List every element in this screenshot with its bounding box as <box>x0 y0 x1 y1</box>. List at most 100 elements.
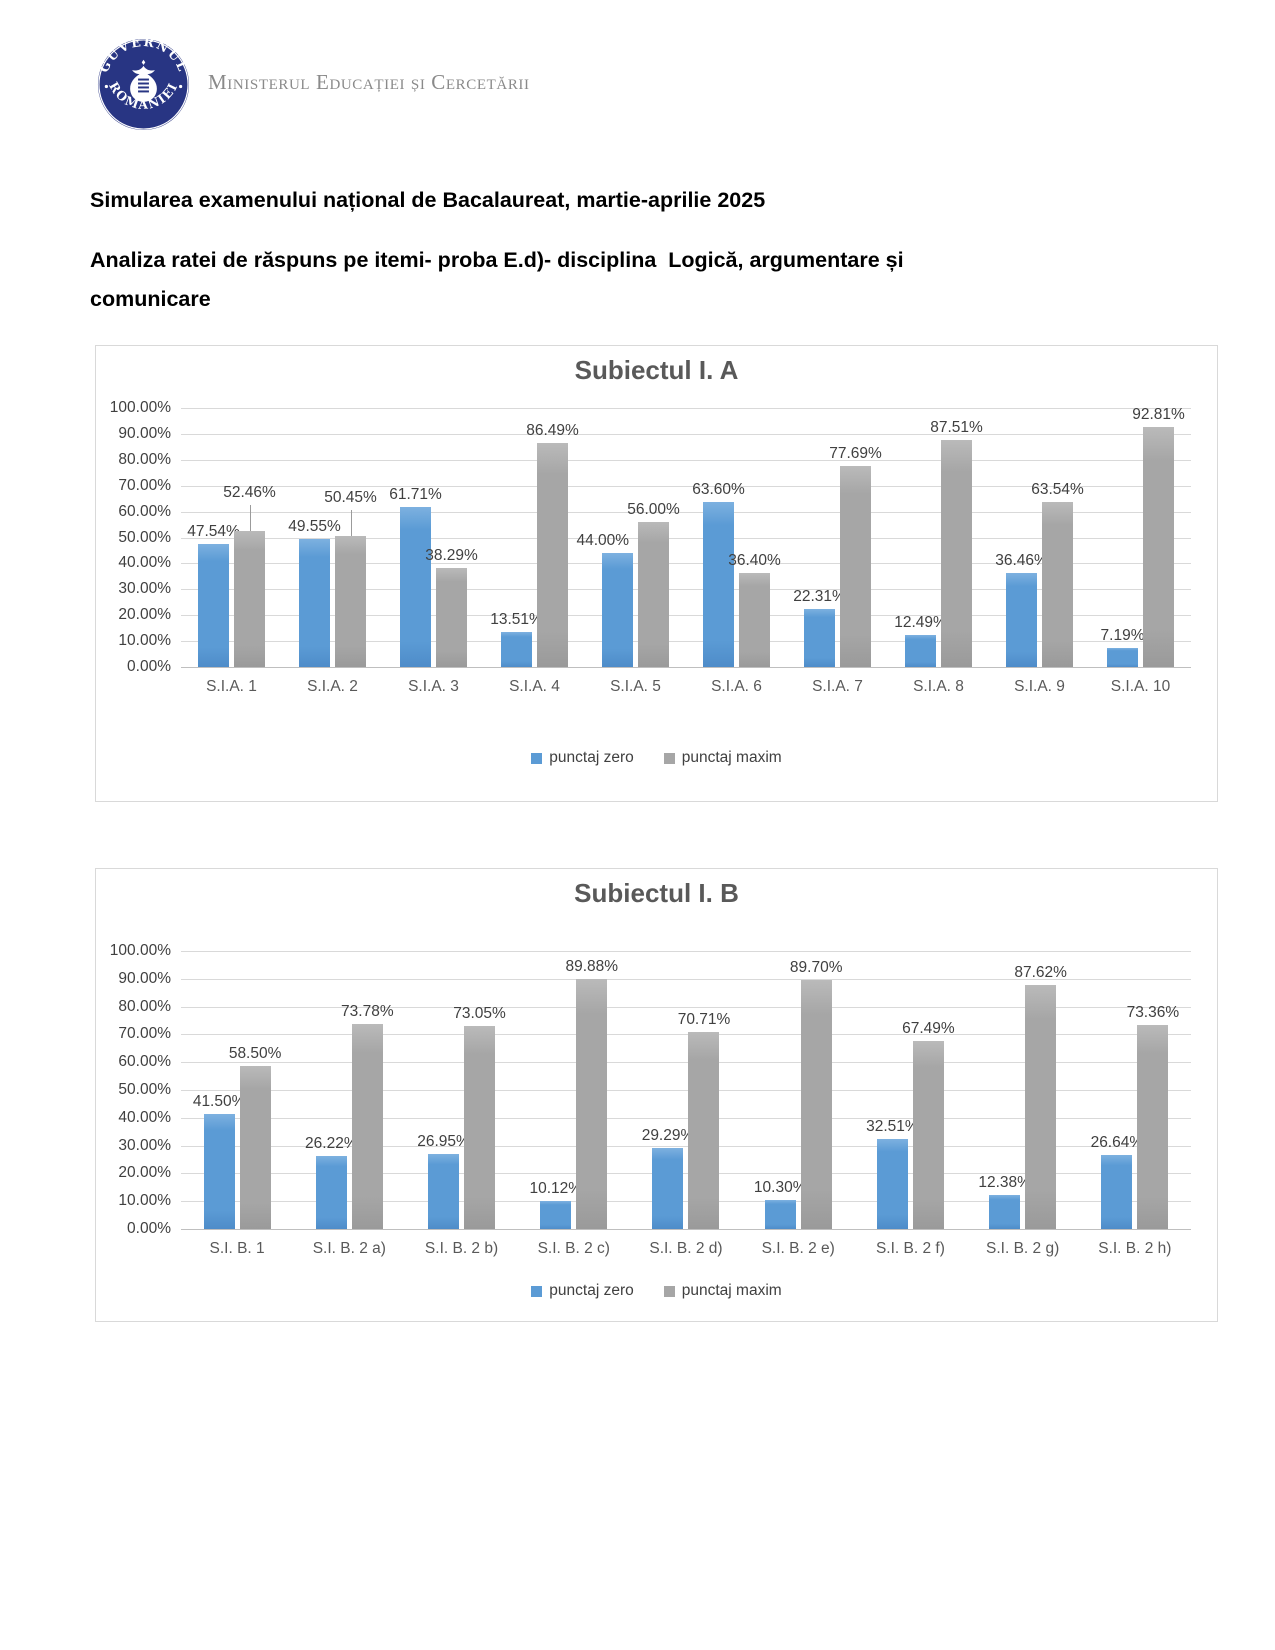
bar-punctaj-maxim: 89.88% <box>565 958 618 1229</box>
bar-group: 47.54% 52.46% <box>181 408 282 667</box>
data-label-punctaj-zero: 26.95% <box>417 1133 470 1151</box>
data-label-punctaj-maxim: 73.05% <box>453 1004 506 1022</box>
y-axis-tick-label: 20.00% <box>118 606 171 624</box>
x-axis-label: S.I.A. 3 <box>408 678 459 695</box>
bar-punctaj-zero: 36.46% <box>995 552 1048 667</box>
data-label-punctaj-maxim: 92.81% <box>1132 405 1185 423</box>
y-axis-tick-label: 50.00% <box>118 1081 171 1098</box>
document-title: Simularea examenului național de Bacalau… <box>90 188 766 212</box>
x-axis-label: S.I. B. 2 d) <box>649 1240 723 1257</box>
bar-punctaj-maxim: 56.00% <box>627 501 680 667</box>
bar-group: 22.31% 77.69% <box>787 408 888 667</box>
x-axis-label: S.I. B. 2 b) <box>424 1240 499 1257</box>
data-label-punctaj-zero: 63.60% <box>692 481 745 499</box>
bar-punctaj-maxim: 86.49% <box>526 422 579 667</box>
y-axis-tick-label: 70.00% <box>118 1025 171 1043</box>
data-label-punctaj-maxim: 89.88% <box>565 958 619 976</box>
gridline <box>181 1201 1191 1203</box>
bar-punctaj-zero: 12.38% <box>978 1174 1031 1229</box>
government-logo: GUVERNUL ROMÂNIEI <box>94 35 193 134</box>
y-axis-tick-label: 0.00% <box>127 658 171 675</box>
data-label-punctaj-zero: 44.00% <box>576 532 630 550</box>
bar-punctaj-maxim: 70.71% <box>678 1011 730 1229</box>
data-label-punctaj-zero: 29.29% <box>641 1126 695 1144</box>
gridline <box>181 563 1191 565</box>
bar-punctaj-zero: 32.51% <box>866 1118 919 1229</box>
gridline <box>181 511 1191 513</box>
x-axis-label: S.I. B. 2 h) <box>1098 1240 1172 1257</box>
bar-punctaj-maxim: 73.05% <box>453 1005 506 1229</box>
data-label-punctaj-zero: 12.38% <box>978 1173 1031 1191</box>
y-axis-tick-label: 10.00% <box>118 1192 171 1210</box>
bar-group: 63.60% 36.40% <box>686 408 787 667</box>
gridline <box>181 978 1191 980</box>
gridline <box>181 537 1191 539</box>
x-axis-label: S.I.A. 10 <box>1110 678 1171 695</box>
data-label-punctaj-zero: 12.49% <box>894 613 947 631</box>
bar-group: 12.38% 87.62% <box>967 951 1079 1229</box>
bar-punctaj-zero: 29.29% <box>642 1127 694 1229</box>
y-axis-tick-label: 100.00% <box>109 399 171 416</box>
plot-area: 100.00% 90.00% 80.00% 70.00% 60.00% 50.00% 40.… <box>110 942 1191 1257</box>
chart-title: Subiectul I. B <box>574 878 739 908</box>
legend-item: punctaj maxim <box>663 1282 782 1300</box>
x-axis-label: S.I.A. 7 <box>812 678 863 695</box>
bar-groups: 47.54% 52.46% 49.55% 50.45% 61.71% 38.29% 13.5… <box>181 406 1191 667</box>
bar-group: 26.64% 73.36% <box>1079 951 1191 1229</box>
y-axis-tick-label: 80.00% <box>118 997 171 1015</box>
gridline <box>181 667 1191 668</box>
bar-punctaj-maxim: 89.70% <box>790 959 842 1229</box>
gridline <box>181 485 1191 487</box>
y-axis-tick-label: 20.00% <box>118 1164 171 1182</box>
data-label-punctaj-maxim: 77.69% <box>829 444 882 462</box>
bar-punctaj-zero: 49.55% <box>288 518 341 667</box>
data-label-punctaj-zero: 47.54% <box>187 522 240 540</box>
bar-group: 61.71% 38.29% <box>383 408 484 667</box>
x-axis-label: S.I.A. 4 <box>509 678 560 695</box>
gridline <box>181 1006 1191 1008</box>
gridline <box>181 1145 1191 1147</box>
gridline <box>181 589 1191 591</box>
legend-item: punctaj zero <box>531 1282 634 1300</box>
bar-group: 29.29% 70.71% <box>630 951 742 1229</box>
legend-label: punctaj maxim <box>681 749 782 766</box>
bar-punctaj-zero: 47.54% <box>187 523 240 667</box>
bar-punctaj-maxim: 50.45% <box>324 489 377 667</box>
ministry-name: Ministerul Educației și Cercetării <box>208 70 530 94</box>
x-axis-label: S.I.A. 6 <box>711 678 762 695</box>
bar-punctaj-zero: 22.31% <box>793 588 846 667</box>
y-axis-tick-label: 60.00% <box>118 502 171 520</box>
bar-punctaj-zero: 7.19% <box>1101 627 1144 667</box>
y-axis-tick-label: 90.00% <box>118 424 171 442</box>
coat-of-arms-shield <box>138 78 149 93</box>
data-label-punctaj-maxim: 70.71% <box>677 1011 731 1029</box>
legend-label: punctaj zero <box>549 749 634 766</box>
data-label-punctaj-zero: 22.31% <box>793 588 846 606</box>
x-axis-label: S.I.A. 5 <box>610 678 661 695</box>
gridline <box>181 1117 1191 1119</box>
bar-punctaj-maxim: 77.69% <box>829 445 882 667</box>
data-label-punctaj-zero: 10.12% <box>529 1179 583 1197</box>
bar-group: 32.51% 67.49% <box>854 951 966 1229</box>
chart-subiectul-1-b: Subiectul I. B 100.00% 90.00% 80.00% 70.00% 6… <box>95 868 1218 1322</box>
data-label-punctaj-maxim: 38.29% <box>425 546 478 564</box>
y-axis-tick-label: 40.00% <box>118 554 171 572</box>
bar-punctaj-zero: 12.49% <box>894 614 947 667</box>
x-axis-label: S.I. B. 2 c) <box>537 1240 610 1257</box>
data-label-punctaj-maxim: 58.50% <box>228 1045 282 1063</box>
bar-groups: 41.50% 58.50% 26.22% 73.78% 26.95% 73.05% 10.1… <box>181 951 1191 1229</box>
gridline <box>181 408 1191 409</box>
y-axis-tick-label: 40.00% <box>118 1108 171 1126</box>
data-label-punctaj-zero: 10.30% <box>753 1179 807 1197</box>
x-axis-label: S.I. B. 2 e) <box>761 1240 835 1257</box>
gridline <box>181 615 1191 617</box>
bar-punctaj-maxim: 92.81% <box>1132 406 1185 667</box>
data-label-punctaj-zero: 26.22% <box>305 1135 358 1153</box>
bar-punctaj-maxim: 36.40% <box>728 552 781 667</box>
y-axis-tick-label: 60.00% <box>118 1053 171 1071</box>
y-axis-tick-label: 50.00% <box>118 528 171 546</box>
data-label-punctaj-maxim: 73.78% <box>341 1002 394 1020</box>
bar-punctaj-maxim: 38.29% <box>425 547 478 667</box>
bar-group: 41.50% 58.50% <box>181 951 293 1229</box>
gridline <box>181 1062 1191 1064</box>
